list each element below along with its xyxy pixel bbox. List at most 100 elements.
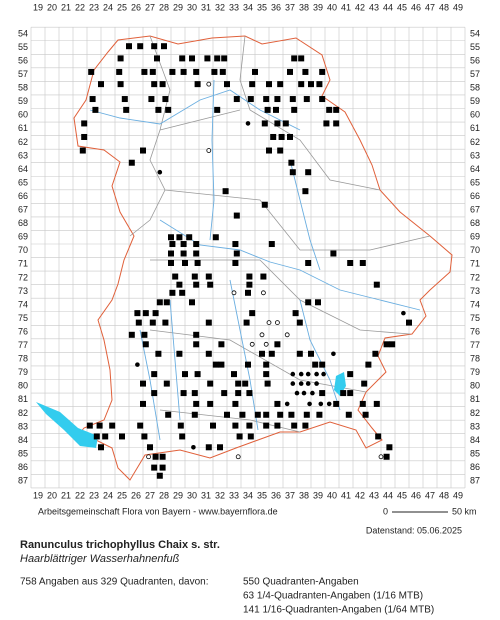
marker-square bbox=[239, 411, 246, 418]
column-label: 34 bbox=[243, 2, 253, 12]
marker-dot bbox=[294, 390, 300, 396]
marker-square bbox=[88, 68, 95, 75]
marker-square bbox=[264, 380, 271, 387]
marker-square bbox=[261, 120, 268, 127]
marker-dot bbox=[321, 371, 326, 377]
row-label: 63 bbox=[470, 150, 480, 160]
marker-square bbox=[291, 55, 298, 62]
row-label: 69 bbox=[18, 232, 28, 242]
marker-square bbox=[296, 350, 303, 357]
marker-square bbox=[247, 433, 254, 440]
marker-circle bbox=[260, 290, 266, 296]
marker-square bbox=[289, 96, 296, 103]
marker-square bbox=[218, 361, 225, 368]
row-label: 72 bbox=[18, 272, 28, 282]
marker-square bbox=[205, 350, 212, 357]
row-label: 66 bbox=[470, 191, 480, 201]
marker-square bbox=[156, 472, 163, 479]
marker-square bbox=[140, 380, 146, 387]
marker-square bbox=[212, 361, 219, 368]
marker-square bbox=[232, 259, 239, 266]
row-label: 74 bbox=[18, 299, 28, 309]
marker-circle bbox=[146, 454, 152, 460]
marker-dot bbox=[191, 444, 196, 450]
column-label: 48 bbox=[439, 2, 449, 12]
marker-square bbox=[151, 464, 158, 471]
column-label: 30 bbox=[187, 490, 197, 500]
column-label: 27 bbox=[145, 490, 155, 500]
marker-circle bbox=[235, 454, 241, 460]
column-label: 23 bbox=[89, 490, 99, 500]
column-label: 28 bbox=[159, 490, 169, 500]
marker-square bbox=[326, 106, 333, 113]
column-label: 45 bbox=[397, 2, 407, 12]
marker-dot bbox=[298, 371, 304, 377]
marker-square bbox=[154, 55, 160, 62]
marker-square bbox=[126, 43, 132, 50]
scale-start: 0 bbox=[383, 506, 388, 516]
row-label: 58 bbox=[470, 83, 480, 93]
marker-square bbox=[147, 444, 153, 451]
marker-square bbox=[151, 371, 158, 378]
row-label: 57 bbox=[470, 69, 480, 79]
marker-square bbox=[142, 310, 149, 317]
marker-square bbox=[330, 250, 337, 257]
row-label: 60 bbox=[18, 110, 28, 120]
marker-circle bbox=[284, 332, 290, 338]
marker-square bbox=[296, 319, 303, 326]
column-label: 39 bbox=[313, 2, 323, 12]
row-label: 71 bbox=[470, 259, 480, 269]
marker-square bbox=[298, 81, 305, 88]
column-label: 45 bbox=[397, 490, 407, 500]
marker-circle bbox=[206, 148, 212, 153]
marker-dot bbox=[305, 381, 311, 386]
row-label: 56 bbox=[18, 55, 28, 65]
marker-square bbox=[168, 234, 174, 241]
marker-square bbox=[141, 433, 148, 440]
marker-square bbox=[359, 259, 366, 266]
column-label: 25 bbox=[117, 490, 127, 500]
row-label: 81 bbox=[470, 394, 480, 404]
column-label: 43 bbox=[369, 490, 379, 500]
marker-square bbox=[232, 241, 239, 248]
marker-square bbox=[247, 96, 254, 103]
marker-square bbox=[373, 281, 380, 288]
column-label: 48 bbox=[439, 490, 449, 500]
lake bbox=[36, 402, 98, 448]
markers bbox=[79, 43, 412, 479]
column-label: 29 bbox=[173, 490, 183, 500]
marker-square bbox=[96, 422, 103, 429]
marker-square bbox=[254, 411, 261, 418]
column-label: 42 bbox=[355, 2, 365, 12]
column-label: 22 bbox=[75, 490, 85, 500]
marker-square bbox=[79, 147, 86, 154]
row-label: 84 bbox=[18, 435, 28, 445]
marker-square bbox=[172, 273, 179, 280]
column-label: 25 bbox=[117, 2, 127, 12]
marker-dot bbox=[301, 390, 307, 396]
marker-square bbox=[319, 361, 326, 368]
marker-square bbox=[182, 371, 188, 378]
marker-square bbox=[176, 281, 183, 288]
row-label: 72 bbox=[470, 272, 480, 282]
row-label: 62 bbox=[18, 137, 28, 147]
marker-square bbox=[156, 299, 163, 306]
marker-square bbox=[193, 68, 200, 75]
marker-square bbox=[263, 422, 270, 429]
marker-dot bbox=[284, 401, 290, 407]
marker-square bbox=[282, 120, 289, 127]
marker-square bbox=[289, 169, 296, 176]
marker-square bbox=[287, 68, 293, 75]
marker-square bbox=[246, 422, 253, 429]
marker-square bbox=[134, 310, 141, 317]
marker-square bbox=[383, 453, 390, 460]
row-label: 87 bbox=[18, 476, 28, 486]
row-label: 71 bbox=[18, 259, 28, 269]
column-label: 35 bbox=[257, 2, 267, 12]
marker-square bbox=[274, 341, 281, 348]
row-label: 86 bbox=[470, 462, 480, 472]
marker-dot bbox=[314, 371, 319, 377]
marker-square bbox=[263, 411, 270, 418]
marker-square bbox=[86, 422, 93, 429]
